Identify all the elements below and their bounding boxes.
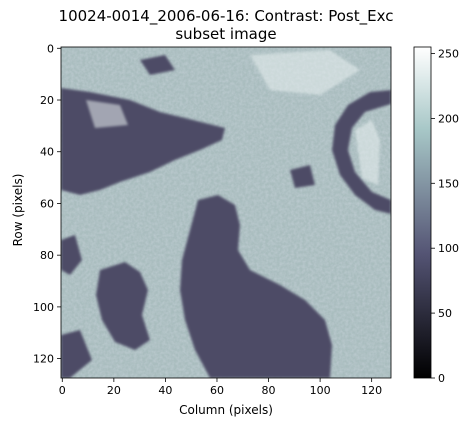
colorbar-tick-label: 200: [438, 112, 459, 125]
title-line-1: 10024-0014_2006-06-16: Contrast: Post_Ex…: [58, 7, 394, 25]
colorbar-ticks: 0 50 100 150 200 250: [431, 47, 459, 385]
y-tick-label: 80: [40, 249, 54, 262]
x-tick-label: 60: [210, 384, 224, 397]
x-tick-label: 20: [107, 384, 121, 397]
y-tick-label: 60: [40, 197, 54, 210]
title-line-2: subset image: [175, 25, 277, 43]
dark-region-center: [180, 195, 332, 378]
x-tick-label: 80: [262, 384, 276, 397]
colorbar-frame: [413, 46, 432, 379]
x-tick-label: 0: [59, 384, 66, 397]
colorbar-tick-label: 50: [438, 307, 452, 320]
y-axis-ticks: 0 20 40 60 80 100 120: [33, 42, 61, 366]
colorbar-tick-label: 250: [438, 47, 459, 60]
y-tick-label: 100: [33, 301, 54, 314]
colorbar-tick-label: 100: [438, 242, 459, 255]
dark-region-lower-left: [96, 262, 150, 350]
x-axis-label: Column (pixels): [179, 403, 273, 417]
y-tick-label: 40: [40, 146, 54, 159]
y-tick-label: 20: [40, 94, 54, 107]
y-tick-label: 120: [33, 353, 54, 366]
dark-region-right-ring: [332, 90, 391, 214]
plot-frame: [60, 46, 392, 379]
colorbar-tick-label: 0: [438, 372, 445, 385]
x-tick-label: 100: [310, 384, 331, 397]
y-tick-label: 0: [47, 42, 54, 55]
colorbar-tick-label: 150: [438, 177, 459, 190]
colorbar: [414, 47, 431, 378]
chart-title: 10024-0014_2006-06-16: Contrast: Post_Ex…: [40, 7, 412, 43]
x-axis-ticks: 0 20 40 60 80 100 120: [59, 378, 382, 397]
x-tick-label: 40: [158, 384, 172, 397]
x-tick-label: 120: [361, 384, 382, 397]
heatmap-image: [61, 47, 391, 378]
